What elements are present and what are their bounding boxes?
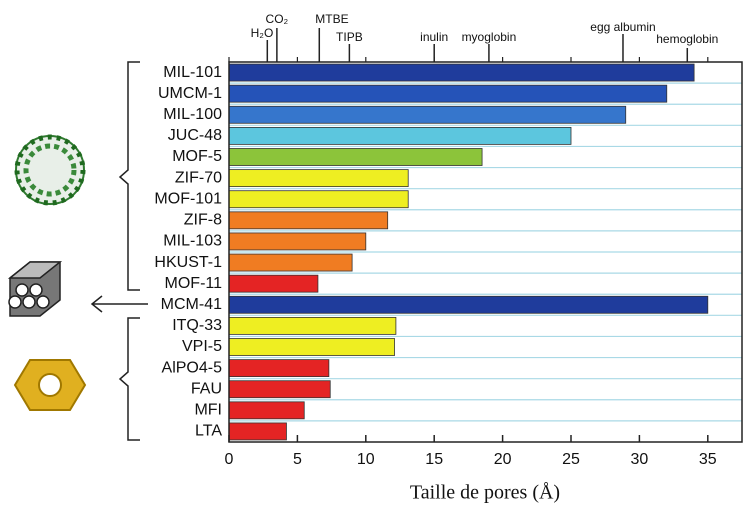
bar: [229, 127, 571, 144]
category-label: FAU: [191, 380, 222, 397]
category-label: LTA: [195, 423, 222, 440]
x-tick-label: 30: [631, 451, 649, 468]
annotation-label: TIPB: [336, 30, 363, 44]
category-label: MCM-41: [161, 296, 222, 313]
x-tick-label: 20: [494, 451, 512, 468]
bar: [229, 212, 388, 229]
x-tick-label: 10: [357, 451, 375, 468]
tube-icon: [9, 262, 60, 316]
bar: [229, 106, 626, 123]
bar: [229, 170, 408, 187]
annotation-label: myoglobin: [462, 30, 517, 44]
annotation-label: inulin: [420, 30, 448, 44]
category-label: ZIF-70: [175, 169, 222, 186]
bar: [229, 423, 286, 440]
bar: [229, 402, 304, 419]
bar: [229, 360, 329, 377]
arrow: [92, 296, 148, 312]
category-label: AlPO4-5: [162, 359, 223, 376]
bar: [229, 296, 708, 313]
annotation-label: CO₂: [266, 12, 289, 26]
category-label: UMCM-1: [158, 85, 222, 102]
bracket: [120, 318, 140, 440]
category-label: MIL-100: [163, 106, 222, 123]
bar: [229, 149, 482, 166]
annotation-label: hemoglobin: [656, 32, 718, 46]
zeolite-icon: [15, 360, 85, 410]
bar: [229, 64, 694, 81]
cage-icon: [16, 136, 84, 204]
category-label: ITQ-33: [172, 317, 222, 334]
category-label: HKUST-1: [154, 254, 222, 271]
category-label: MIL-101: [163, 64, 222, 81]
annotation-label: MTBE: [315, 12, 348, 26]
bar: [229, 381, 330, 398]
annotation-label: egg albumin: [590, 20, 655, 34]
x-tick-label: 35: [699, 451, 717, 468]
category-label: MIL-103: [163, 233, 222, 250]
bracket: [120, 62, 140, 290]
category-label: MOF-5: [172, 148, 222, 165]
bar: [229, 339, 395, 356]
bar: [229, 254, 352, 271]
category-label: ZIF-8: [184, 212, 222, 229]
category-label: MOF-11: [165, 275, 223, 292]
bar: [229, 317, 396, 334]
category-label: MOF-101: [154, 190, 222, 207]
chart: Taille de pores (Å) MIL-101 UMCM-1 MIL-100…: [0, 0, 754, 509]
x-tick-label: 15: [425, 451, 443, 468]
category-label: MFI: [194, 402, 222, 419]
bar: [229, 275, 318, 292]
bar: [229, 191, 408, 208]
annotation-label: H₂O: [251, 26, 274, 40]
category-label: JUC-48: [168, 127, 222, 144]
bar: [229, 233, 366, 250]
category-label: VPI-5: [182, 338, 222, 355]
x-tick-label: 25: [562, 451, 580, 468]
x-axis-label: Taille de pores (Å): [410, 482, 560, 504]
bar: [229, 85, 667, 102]
x-tick-label: 0: [225, 451, 234, 468]
x-tick-label: 5: [293, 451, 302, 468]
